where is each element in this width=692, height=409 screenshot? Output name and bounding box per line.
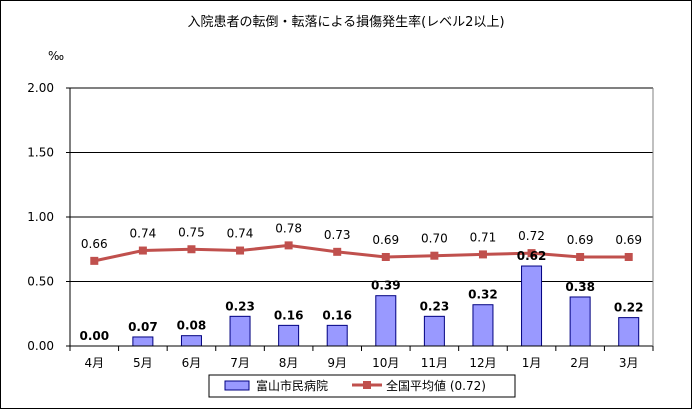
bar-data-label: 0.62 bbox=[517, 249, 547, 263]
bar-data-label: 0.16 bbox=[274, 308, 304, 322]
chart-title: 入院患者の転倒・転落による損傷発生率(レベル2以上) bbox=[187, 14, 504, 30]
bar bbox=[618, 317, 640, 347]
line-point bbox=[430, 251, 439, 260]
y-tick-label: 0.00 bbox=[27, 339, 54, 353]
bar bbox=[180, 335, 202, 347]
average-line bbox=[93, 243, 629, 263]
x-tick-label: 3月 bbox=[619, 356, 639, 370]
line-point bbox=[333, 247, 342, 256]
x-tick-label: 6月 bbox=[182, 356, 202, 370]
average-data-label: 0.72 bbox=[518, 229, 545, 243]
x-tick-label: 4月 bbox=[84, 356, 104, 370]
legend-bar-label: 富山市民病院 bbox=[256, 378, 328, 393]
bar-data-label: 0.07 bbox=[128, 320, 158, 334]
bar bbox=[472, 304, 494, 347]
line-point bbox=[284, 241, 293, 250]
average-data-label: 0.73 bbox=[324, 228, 351, 242]
line-point bbox=[478, 250, 487, 259]
average-data-label: 0.74 bbox=[130, 227, 157, 241]
bar-data-label: 0.23 bbox=[225, 299, 255, 313]
legend-line-label: 全国平均値 (0.72) bbox=[386, 378, 486, 393]
average-data-label: 0.70 bbox=[421, 232, 448, 246]
bar-data-label: 0.16 bbox=[322, 308, 352, 322]
x-tick-label: 1月 bbox=[522, 356, 542, 370]
average-data-label: 0.66 bbox=[81, 237, 108, 251]
y-axis-unit: ‰ bbox=[48, 49, 64, 63]
y-tick-label: 0.50 bbox=[27, 275, 54, 289]
x-tick-label: 5月 bbox=[133, 356, 153, 370]
bar-data-label: 0.38 bbox=[565, 280, 595, 294]
average-data-label: 0.74 bbox=[227, 227, 254, 241]
x-tick-label: 7月 bbox=[230, 356, 250, 370]
bar bbox=[375, 295, 397, 347]
bar bbox=[229, 315, 251, 347]
line-point bbox=[236, 246, 245, 255]
line-point bbox=[624, 252, 633, 261]
y-tick-label: 2.00 bbox=[27, 81, 54, 95]
bar-data-label: 0.22 bbox=[614, 301, 644, 315]
bar-data-label: 0.00 bbox=[79, 329, 109, 343]
line-point bbox=[138, 246, 147, 255]
bar bbox=[423, 315, 445, 347]
x-tick-label: 9月 bbox=[327, 356, 347, 370]
legend-bar-swatch bbox=[224, 380, 250, 391]
bar-data-label: 0.39 bbox=[371, 279, 401, 293]
bar bbox=[521, 265, 543, 347]
x-tick-label: 8月 bbox=[279, 356, 299, 370]
average-data-label: 0.75 bbox=[178, 225, 205, 239]
x-tick-label: 12月 bbox=[469, 356, 496, 370]
legend-line-marker bbox=[363, 381, 371, 389]
average-data-label: 0.69 bbox=[615, 233, 642, 247]
line-point bbox=[187, 245, 196, 254]
average-data-label: 0.69 bbox=[567, 233, 594, 247]
bar-data-label: 0.08 bbox=[177, 319, 207, 333]
line-point bbox=[576, 252, 585, 261]
bar-data-label: 0.23 bbox=[420, 299, 450, 313]
bar bbox=[326, 324, 348, 347]
line-point bbox=[527, 249, 536, 258]
x-tick-label: 2月 bbox=[570, 356, 590, 370]
line-point bbox=[381, 252, 390, 261]
bar bbox=[278, 324, 300, 347]
bar-data-label: 0.32 bbox=[468, 288, 498, 302]
average-data-label: 0.78 bbox=[275, 221, 302, 235]
average-data-label: 0.71 bbox=[470, 230, 497, 244]
line-point bbox=[90, 256, 99, 265]
y-tick-label: 1.00 bbox=[27, 210, 54, 224]
bar bbox=[132, 336, 154, 347]
x-tick-label: 10月 bbox=[372, 356, 399, 370]
x-tick-label: 11月 bbox=[421, 356, 448, 370]
y-tick-label: 1.50 bbox=[27, 146, 54, 160]
average-data-label: 0.69 bbox=[372, 233, 399, 247]
bar bbox=[569, 296, 591, 347]
